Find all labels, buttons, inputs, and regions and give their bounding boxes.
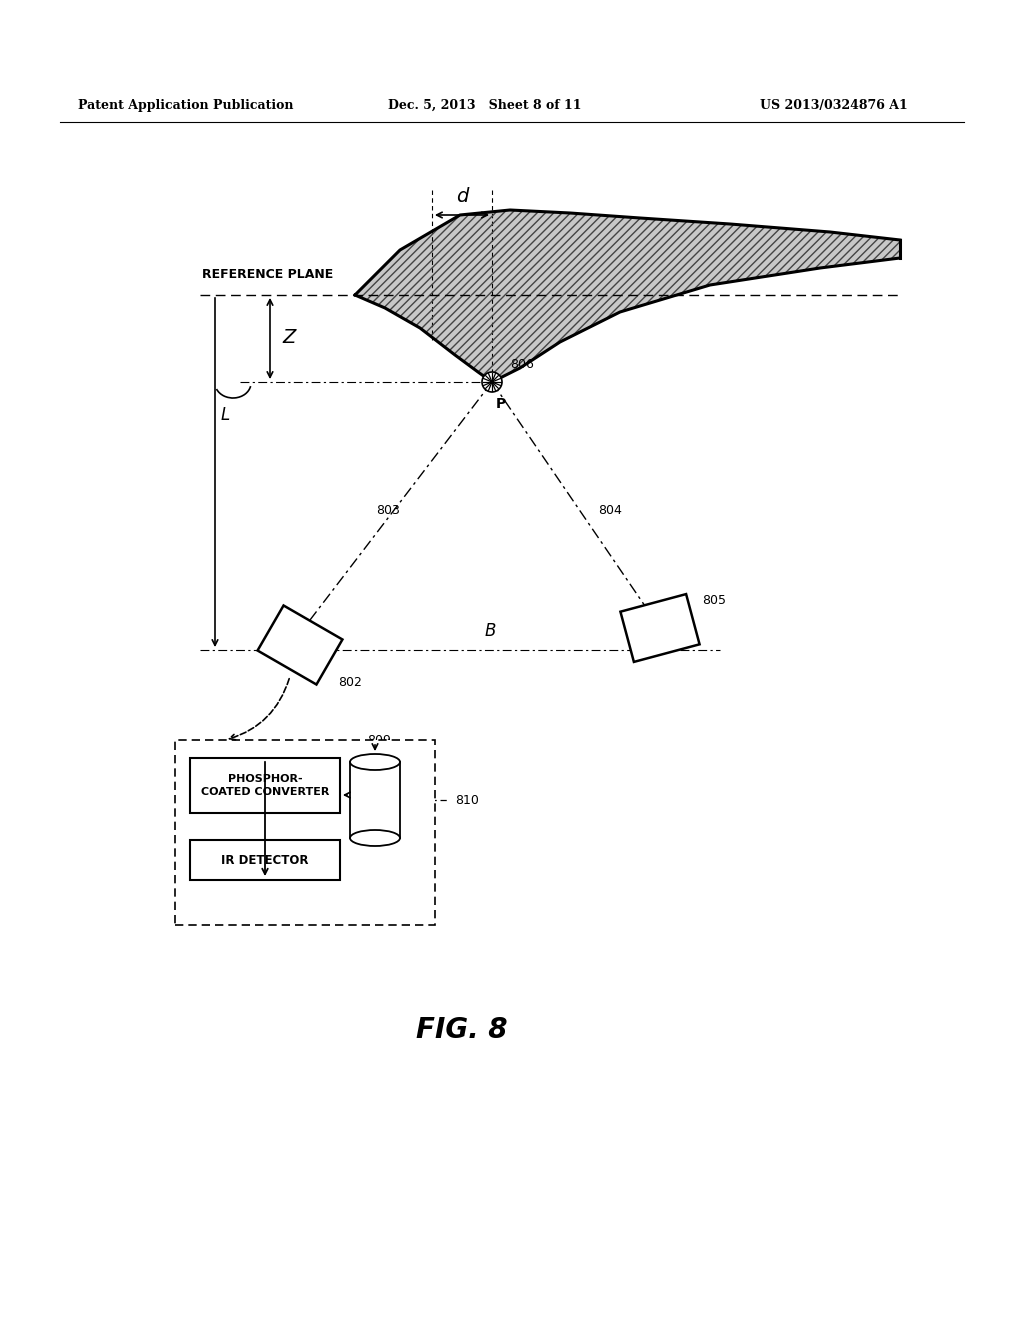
Text: $Z$: $Z$ <box>282 329 298 347</box>
Polygon shape <box>621 594 699 661</box>
Text: $B$: $B$ <box>483 623 497 640</box>
Text: 809: 809 <box>367 734 391 747</box>
Text: 802: 802 <box>338 676 361 689</box>
FancyBboxPatch shape <box>190 758 340 813</box>
Text: Patent Application Publication: Patent Application Publication <box>78 99 294 111</box>
Text: FIG. 8: FIG. 8 <box>416 1016 508 1044</box>
Polygon shape <box>355 210 900 381</box>
Text: P: P <box>496 397 506 411</box>
Text: REFERENCE PLANE: REFERENCE PLANE <box>202 268 333 281</box>
Polygon shape <box>258 606 342 685</box>
Text: 807: 807 <box>343 748 367 762</box>
Text: 803: 803 <box>376 503 400 516</box>
Text: PHOSPHOR-
COATED CONVERTER: PHOSPHOR- COATED CONVERTER <box>201 774 329 797</box>
Text: 804: 804 <box>598 503 622 516</box>
Text: 806: 806 <box>510 358 534 371</box>
FancyBboxPatch shape <box>190 840 340 880</box>
Text: 808: 808 <box>250 888 274 902</box>
Text: 805: 805 <box>702 594 726 606</box>
Bar <box>350 762 400 838</box>
FancyBboxPatch shape <box>175 741 435 925</box>
Ellipse shape <box>350 830 400 846</box>
Text: $L$: $L$ <box>220 407 230 424</box>
Ellipse shape <box>350 754 400 770</box>
Text: $d$: $d$ <box>456 187 470 206</box>
Text: US 2013/0324876 A1: US 2013/0324876 A1 <box>760 99 907 111</box>
Text: Dec. 5, 2013   Sheet 8 of 11: Dec. 5, 2013 Sheet 8 of 11 <box>388 99 582 111</box>
Circle shape <box>482 372 502 392</box>
Text: IR DETECTOR: IR DETECTOR <box>221 854 309 866</box>
Text: 810: 810 <box>455 793 479 807</box>
